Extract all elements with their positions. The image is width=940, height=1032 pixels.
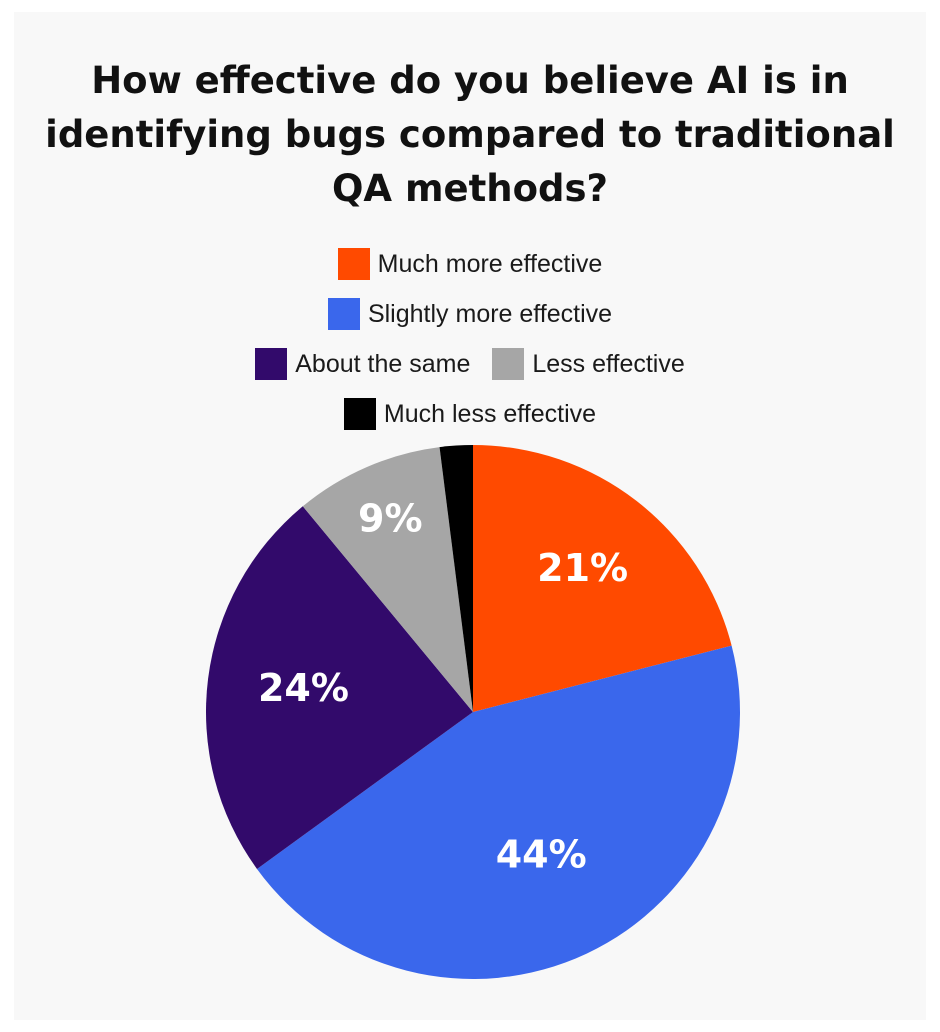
slice-label-less-effective: 9% <box>358 496 423 540</box>
chart-title: How effective do you believe AI is in id… <box>14 54 926 216</box>
legend-row-4: Much less effective <box>14 398 926 430</box>
pie-slice-much-less-effective <box>439 445 473 712</box>
pie-slice-about-the-same <box>205 506 473 869</box>
slice-label-much-more-effective: 21% <box>537 546 628 590</box>
chart-title-line-2: identifying bugs compared to traditional <box>45 113 895 156</box>
chart-card: How effective do you believe AI is in id… <box>14 12 926 1020</box>
legend-swatch <box>343 398 376 430</box>
legend-swatch <box>327 298 360 330</box>
legend-item-less-effective: Less effective <box>492 348 685 380</box>
chart-title-line-3: QA methods? <box>331 167 609 210</box>
chart-title-line-1: How effective do you believe AI is in <box>91 59 849 102</box>
legend-item-much-more-effective: Much more effective <box>337 248 603 280</box>
legend-swatch <box>255 348 288 380</box>
legend-item-much-less-effective: Much less effective <box>343 398 597 430</box>
legend-row-1: Much more effective <box>14 248 926 280</box>
slice-label-slightly-more-effective: 44% <box>496 832 587 876</box>
pie-chart: 21% 44% 24% 9% <box>205 445 740 980</box>
legend-label: Less effective <box>532 349 685 378</box>
legend-label: Much more effective <box>377 249 603 278</box>
legend-item-slightly-more-effective: Slightly more effective <box>327 298 613 330</box>
legend-label: About the same <box>295 349 471 378</box>
slice-label-about-the-same: 24% <box>258 666 349 710</box>
legend-item-about-the-same: About the same <box>255 348 470 380</box>
pie-slice-much-more-effective <box>473 445 732 712</box>
legend-swatch <box>492 348 525 380</box>
legend-swatch <box>337 248 370 280</box>
pie-slice-slightly-more-effective <box>256 645 740 980</box>
legend-row-3: About the same Less effective <box>14 348 926 380</box>
legend-label: Slightly more effective <box>367 299 613 328</box>
legend-label: Much less effective <box>383 399 597 428</box>
pie-slice-less-effective <box>302 447 473 712</box>
legend-row-2: Slightly more effective <box>14 298 926 330</box>
